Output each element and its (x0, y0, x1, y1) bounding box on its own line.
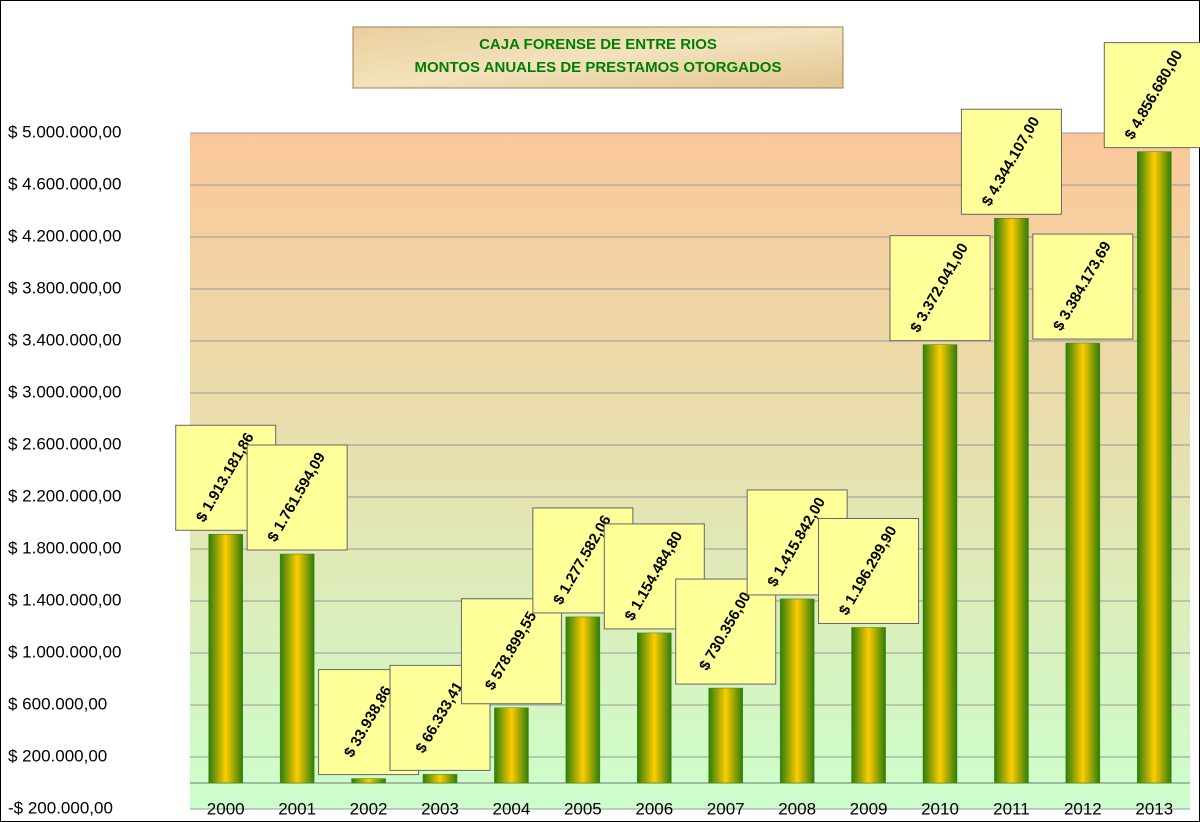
chart-title: CAJA FORENSE DE ENTRE RIOS (479, 36, 717, 53)
value-label-group: $ 3.384.173,69 (1032, 233, 1134, 340)
bar (851, 627, 886, 784)
x-tick-label: 2003 (421, 799, 459, 818)
value-label-box (246, 444, 348, 551)
bar (637, 632, 672, 784)
y-tick-label: -$ 200.000,00 (8, 798, 113, 817)
x-tick-label: 2001 (278, 799, 316, 818)
bar (208, 534, 243, 784)
chart-title: MONTOS ANUALES DE PRESTAMOS OTORGADOS (415, 59, 782, 76)
value-label-box (818, 517, 920, 624)
bar (779, 598, 815, 784)
bar (351, 778, 386, 784)
value-label-group: $ 578.899,55 (460, 598, 562, 705)
x-tick-label: 2000 (207, 799, 245, 818)
x-tick-label: 2002 (350, 799, 388, 818)
x-tick-label: 2008 (778, 799, 816, 818)
value-label-box (1032, 233, 1134, 340)
y-tick-label: $ 3.800.000,00 (8, 278, 121, 297)
bar (279, 553, 315, 784)
y-tick-label: $ 200.000,00 (8, 746, 107, 765)
x-tick-label: 2013 (1135, 799, 1173, 818)
bar (1137, 151, 1172, 784)
bar (422, 774, 458, 784)
y-tick-label: $ 1.400.000,00 (8, 590, 121, 609)
y-tick-label: $ 4.600.000,00 (8, 174, 121, 193)
value-label-group: $ 1.196.299,90 (818, 517, 920, 624)
bar (708, 687, 743, 784)
value-label-group: $ 3.372.041,00 (889, 235, 991, 342)
bar (922, 344, 958, 784)
y-tick-label: $ 1.800.000,00 (8, 538, 121, 557)
x-tick-label: 2007 (707, 799, 745, 818)
value-label-group: $ 730.356,00 (675, 578, 777, 685)
y-tick-label: $ 3.400.000,00 (8, 330, 121, 349)
x-tick-label: 2012 (1064, 799, 1102, 818)
value-label-box (1103, 42, 1200, 149)
y-tick-label: $ 4.200.000,00 (8, 226, 121, 245)
y-tick-label: $ 2.200.000,00 (8, 486, 121, 505)
value-label-box (675, 578, 777, 685)
x-tick-label: 2004 (493, 799, 531, 818)
x-tick-label: 2010 (921, 799, 959, 818)
y-tick-label: $ 1.000.000,00 (8, 642, 121, 661)
value-label-box (460, 598, 562, 705)
y-tick-label: $ 2.600.000,00 (8, 434, 121, 453)
bar (565, 616, 601, 784)
bar (494, 707, 529, 784)
bar (1065, 342, 1101, 784)
value-label-group: $ 4.344.107,00 (960, 108, 1062, 215)
value-label-box (889, 235, 991, 342)
x-tick-label: 2011 (993, 799, 1030, 818)
y-tick-label: $ 600.000,00 (8, 694, 107, 713)
bar (994, 218, 1029, 784)
x-tick-label: 2009 (850, 799, 888, 818)
y-tick-label: $ 3.000.000,00 (8, 382, 121, 401)
value-label-group: $ 4.856.680,00 (1103, 42, 1200, 149)
value-label-group: $ 1.761.594,09 (246, 444, 348, 551)
title-box (352, 26, 844, 89)
x-tick-label: 2005 (564, 799, 602, 818)
x-tick-label: 2006 (635, 799, 673, 818)
y-tick-label: $ 5.000.000,00 (8, 122, 121, 141)
value-label-box (960, 108, 1062, 215)
